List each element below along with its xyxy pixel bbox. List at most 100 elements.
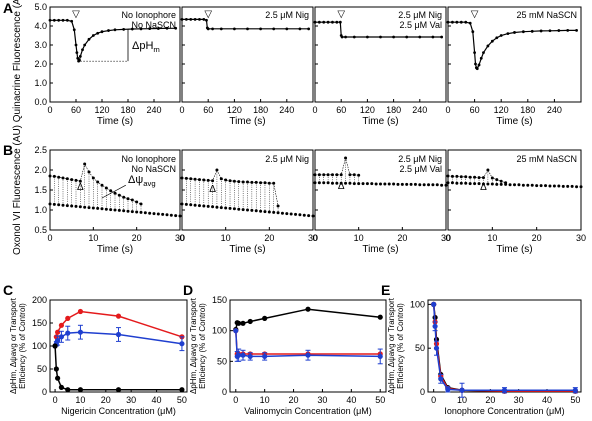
panel-a1-point xyxy=(74,43,78,47)
panel-a1-xtick-label: 60 xyxy=(71,105,81,115)
panel-b3-xtick-label: 10 xyxy=(354,233,364,243)
panel-a4-point xyxy=(468,21,472,25)
panel-a2-point xyxy=(180,17,184,21)
panel-b3-lower-point xyxy=(326,181,330,185)
panel-b2-lower-point xyxy=(211,205,215,209)
panel-letter-e: E xyxy=(381,282,390,298)
panel-a3-add-marker: ▽ xyxy=(337,9,345,20)
panel-b2-upper-point xyxy=(215,168,219,172)
panel-b1-xtick-label: 10 xyxy=(88,233,98,243)
panel-e-ytick-label: 50 xyxy=(415,343,425,353)
panel-c-ytick-label: 0 xyxy=(42,387,47,397)
panel-e-xtick-label: 50 xyxy=(570,395,580,405)
panel-a2-point xyxy=(233,27,236,31)
panel-c-series-1-point xyxy=(65,315,71,321)
panel-a3-xtick-label: 0 xyxy=(312,105,317,115)
panel-a1-point xyxy=(165,26,169,30)
panel-e-xtick-label: 30 xyxy=(514,395,524,405)
panel-d-xtick-label: 20 xyxy=(289,395,299,405)
panel-e-series-3-point xyxy=(572,387,578,393)
panel-a2-xtick-label: 240 xyxy=(279,105,294,115)
panel-d-series-1-point xyxy=(236,320,242,326)
panel-b2-lower-point xyxy=(272,210,276,214)
panel-b2-lower-point xyxy=(294,212,298,216)
panel-b2-xlabel: Time (s) xyxy=(229,244,265,255)
panel-b1-lower-point xyxy=(165,213,169,217)
panel-a1-point xyxy=(174,26,178,30)
panel-a4-frame xyxy=(447,6,582,103)
panel-b2-lower-point xyxy=(228,206,232,210)
panel-d-series-1-point xyxy=(262,315,268,321)
panel-b4-upper-point xyxy=(481,176,485,180)
panel-letter-b: B xyxy=(3,142,13,158)
panel-b4-upper-point xyxy=(459,175,463,179)
panel-b4-lower-point xyxy=(557,184,561,188)
panel-a1-xtick-label: 0 xyxy=(47,105,52,115)
panel-b4-lower-point xyxy=(481,182,485,186)
panel-c-series-1-point xyxy=(77,308,84,315)
panel-b4-lower-point xyxy=(455,181,459,185)
panel-a1-point xyxy=(156,27,160,30)
panel-a4-point xyxy=(446,20,450,24)
panel-b-ylabel: Oxonol VI Fluorescence (AU) xyxy=(12,125,23,255)
panel-b4-lower-point xyxy=(552,184,556,188)
panel-a4-point xyxy=(482,51,485,54)
panel-a3-xtick-label: 180 xyxy=(386,105,401,115)
panel-b3-lower-point xyxy=(392,182,396,186)
panel-a1-point xyxy=(78,55,82,58)
panel-a1-dph-label: ΔpHm xyxy=(132,40,160,54)
panel-b1-ytick-label: 2.5 xyxy=(34,145,47,155)
panel-b2-lower-point xyxy=(280,211,284,215)
panel-a1-condition-label: No NaSCN xyxy=(131,20,176,30)
panel-b1-xtick-label: 30 xyxy=(175,233,185,243)
panel-b1-lower-point xyxy=(143,211,147,215)
panel-b4-xlabel: Time (s) xyxy=(496,244,532,255)
panel-b1-lower-point xyxy=(104,207,108,211)
panel-e-series-2-line xyxy=(432,304,576,392)
panel-a1-point xyxy=(87,37,91,41)
panel-e-series-3-point xyxy=(433,345,440,351)
panel-c-ytick-label: 150 xyxy=(32,318,47,328)
panel-a2-point xyxy=(307,27,311,31)
panel-b4-upper-point xyxy=(446,174,450,178)
panel-a1-point xyxy=(100,30,104,34)
panel-a4-point xyxy=(455,20,459,24)
panel-a3-point xyxy=(326,20,330,24)
panel-a1-point xyxy=(113,28,117,32)
panel-b4-lower-point xyxy=(535,184,539,188)
panel-e-series-3-point xyxy=(438,376,444,382)
panel-b1-lower-point xyxy=(91,206,95,210)
panel-e-ytick-label: 100 xyxy=(410,299,425,309)
panel-b3-upper-point xyxy=(335,173,339,177)
panel-a2-point xyxy=(205,18,208,22)
panel-a4-xtick-label: 120 xyxy=(494,105,509,115)
panel-c-xtick-label: 0 xyxy=(53,395,58,405)
panel-d-series-3-point xyxy=(240,352,246,358)
panel-b1-upper-point xyxy=(87,170,91,174)
panel-a2-xtick-label: 0 xyxy=(179,105,184,115)
panel-a3-condition-label: 2.5 μM Val xyxy=(399,20,442,30)
panel-b1-lower-point xyxy=(122,209,126,213)
panel-b1-upper-point xyxy=(126,197,130,201)
panel-a4-xtick-label: 60 xyxy=(470,105,480,115)
panel-b4-lower-point xyxy=(504,182,508,186)
panel-a2-trace xyxy=(182,18,309,30)
panel-a3-xtick-label: 60 xyxy=(336,105,346,115)
panel-e-xlabel: Ionophore Concentration (μM) xyxy=(444,406,564,416)
panel-b1-add-marker: Δ xyxy=(77,182,84,193)
panel-b3-lower-point xyxy=(440,183,444,187)
panel-b4-upper-point xyxy=(468,175,472,179)
panel-b3-lower-point xyxy=(400,182,404,186)
panel-b3-upper-trace xyxy=(315,156,359,176)
panel-a3-point xyxy=(392,35,395,39)
panel-d-xtick-label: 50 xyxy=(375,395,385,405)
panel-c-series-3-point xyxy=(58,384,65,390)
panel-b3-lower-point xyxy=(444,183,448,187)
panel-b1-upper-point xyxy=(78,179,82,183)
panel-a2-frame xyxy=(181,6,314,103)
panel-a1-ytick-label: 4.0 xyxy=(34,21,47,31)
panel-a3-point xyxy=(335,20,339,24)
panel-c-xtick-label: 30 xyxy=(126,395,136,405)
panel-b2-lower-point xyxy=(267,210,271,214)
